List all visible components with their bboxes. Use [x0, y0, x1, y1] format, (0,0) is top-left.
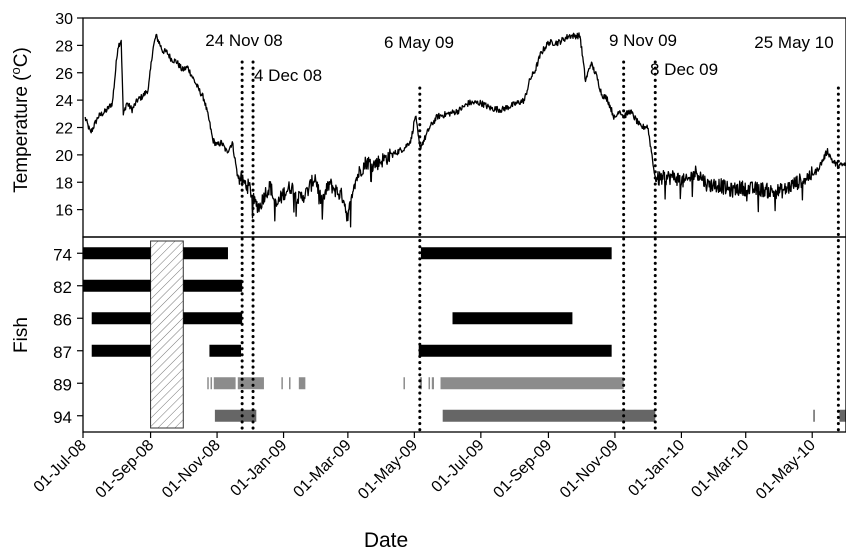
fish-presence-bar: [237, 377, 264, 390]
fish-presence-bar: [442, 409, 656, 422]
event-annotations: 24 Nov 08 4 Dec 08 6 May 09 9 Nov 09 8 Dec 0…: [205, 31, 833, 85]
temperature-tick-label: 22: [55, 121, 73, 138]
temperature-axis-title: Temperature (oC): [8, 47, 32, 193]
fish-presence-bar: [281, 377, 283, 390]
fish-id-label: 74: [53, 245, 72, 264]
date-tick-label: 01-Jan-09: [227, 437, 290, 500]
fish-presence-bar: [418, 344, 612, 357]
event-label: 25 May 10: [754, 33, 833, 52]
fish-presence-bar: [419, 377, 422, 390]
date-tick-label: 01-Mar-09: [290, 437, 354, 501]
event-label: 8 Dec 09: [650, 60, 718, 79]
fish-presence-bar: [209, 344, 242, 357]
date-tick-label: 01-Sep-08: [93, 437, 158, 502]
fish-axis-title: Fish: [11, 317, 32, 353]
temperature-tick-label: 26: [55, 66, 73, 83]
temperature-tick-label: 18: [55, 175, 73, 192]
temperature-tick-label: 20: [55, 148, 73, 165]
fish-presence-bar: [440, 377, 624, 390]
fish-id-label: 82: [53, 278, 72, 297]
fish-presence-bar: [452, 312, 573, 325]
temperature-panel: 16 18 20 22 24 26 28 30: [55, 11, 846, 228]
fish-presence-bar: [839, 409, 846, 422]
event-label: 24 Nov 08: [205, 31, 283, 50]
temperature-tick-label: 28: [55, 38, 73, 55]
fish-presence-bar: [91, 312, 151, 325]
fish-id-label: 86: [53, 310, 72, 329]
fish-presence-bar: [210, 377, 213, 390]
event-label: 6 May 09: [384, 33, 454, 52]
fish-id-label: 89: [53, 375, 72, 394]
fish-presence-bar: [183, 279, 243, 292]
temperature-tick-label: 16: [55, 203, 73, 220]
fish-presence-bar: [420, 247, 612, 260]
hatched-no-data-period: [150, 240, 184, 429]
date-tick-label: 01-May-09: [355, 437, 421, 503]
fish-id-label: 94: [53, 408, 72, 427]
event-lines: [240, 60, 840, 434]
fish-presence-bar: [83, 247, 151, 260]
temperature-tick-label: 24: [55, 93, 73, 110]
date-tick-label: 01-May-10: [753, 437, 819, 503]
temperature-tick-label: 30: [55, 11, 73, 28]
temperature-series-line: [84, 32, 846, 228]
fish-presence-bar: [403, 377, 405, 390]
date-tick-label: 01-Mar-10: [688, 437, 752, 501]
date-tick-label: 01-Jan-10: [625, 437, 688, 500]
temperature-plot-frame: [82, 17, 846, 238]
event-label: 4 Dec 08: [254, 66, 322, 85]
date-axis: 01-Jul-08 01-Sep-08 01-Nov-08 01-Jan-09 01-M…: [31, 432, 819, 503]
fish-presence-bar: [183, 312, 243, 325]
date-tick-label: 01-Jul-09: [428, 437, 487, 496]
date-tick-label: 01-Jul-08: [31, 437, 90, 496]
date-tick-label: 01-Nov-08: [159, 437, 224, 502]
fish-presence-bar: [289, 377, 291, 390]
date-tick-label: 01-Nov-09: [557, 437, 622, 502]
fish-presence-bar: [91, 344, 151, 357]
fish-presence-bar: [214, 409, 257, 422]
fish-presence-bar: [83, 279, 151, 292]
fish-presence-bar: [183, 247, 228, 260]
fish-presence-panel: 74 82 86 87 89 94: [53, 240, 846, 429]
fish-plot-frame: [82, 236, 846, 433]
fish-presence-bar: [207, 377, 209, 390]
x-axis-title: Date: [364, 529, 408, 552]
fish-id-label: 87: [53, 343, 72, 362]
fish-presence-bar: [813, 409, 815, 422]
fish-presence-bar: [298, 377, 306, 390]
fish-presence-bar: [213, 377, 236, 390]
event-label: 9 Nov 09: [609, 31, 677, 50]
fish-presence-bar: [431, 377, 434, 390]
fish-presence-bar: [428, 377, 431, 390]
date-tick-label: 01-Sep-09: [490, 437, 555, 502]
